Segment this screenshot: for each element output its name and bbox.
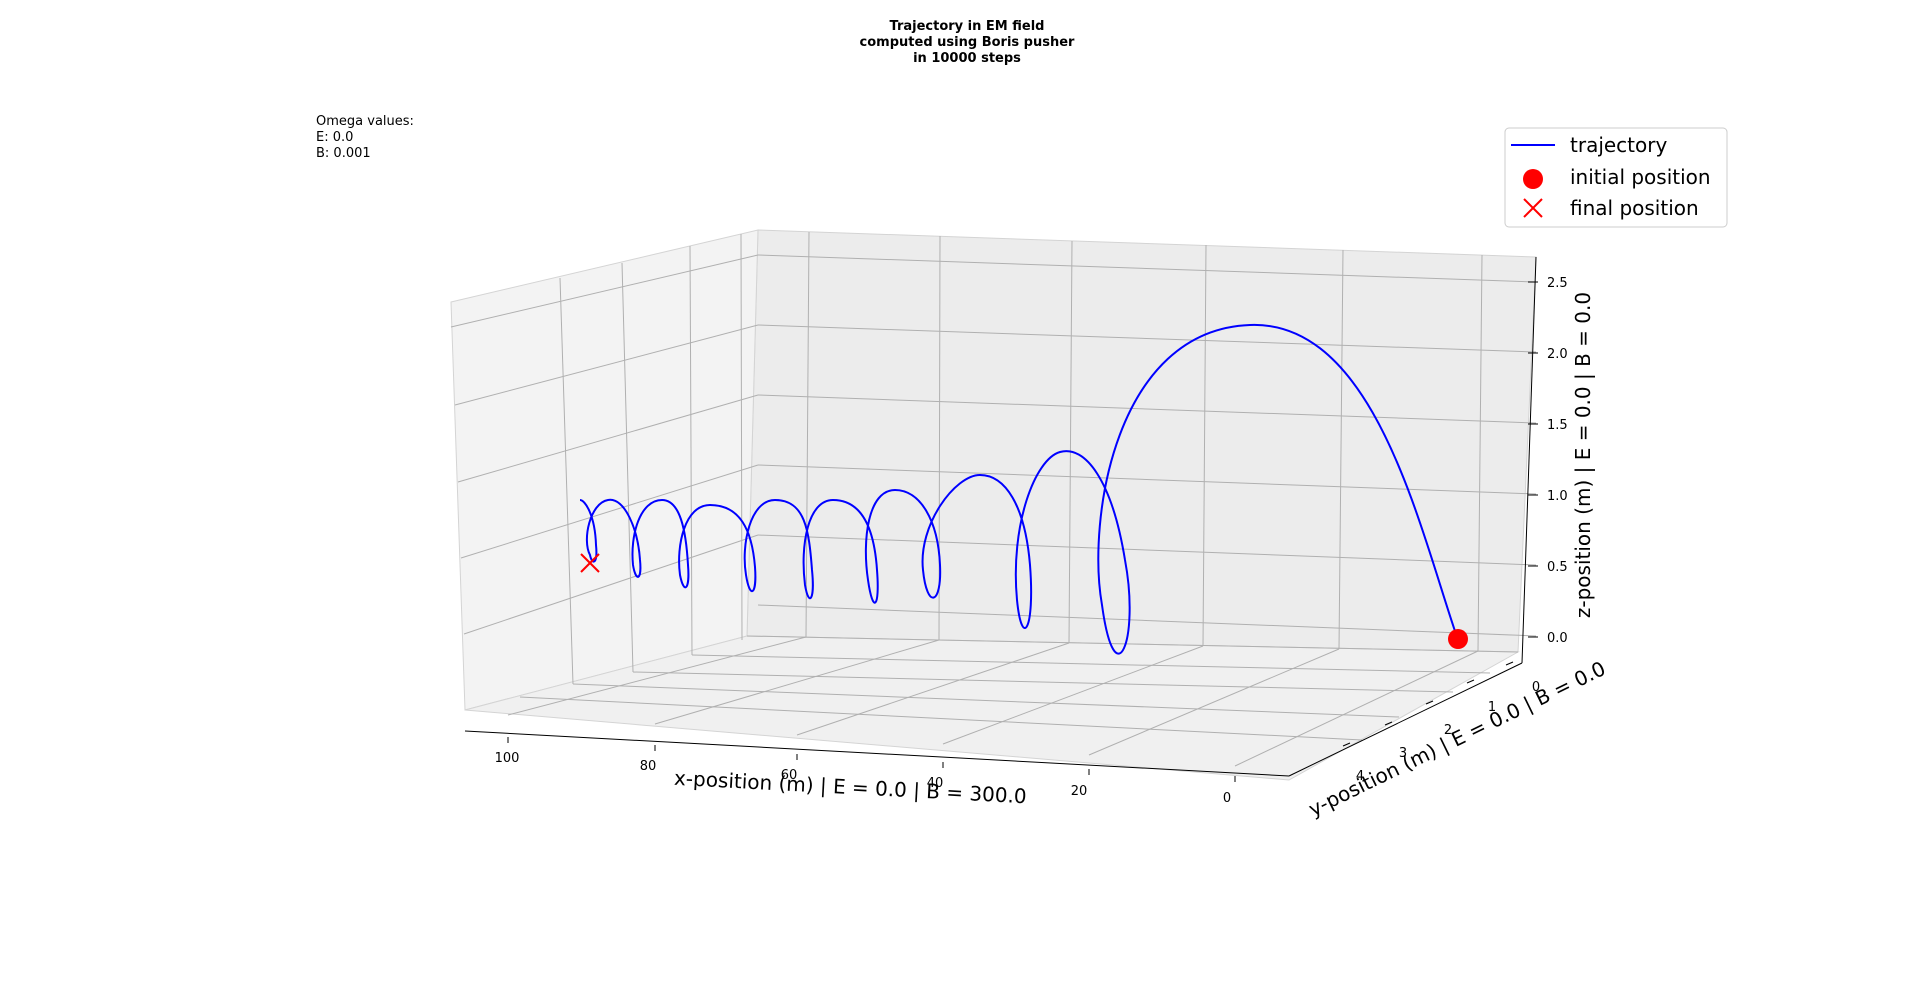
z-axis-label: z-position (m) | E = 0.0 | B = 0.0 xyxy=(1571,292,1595,618)
y-ticks xyxy=(1342,661,1514,747)
y-tick-label: 0 xyxy=(1532,680,1540,695)
final-position-marker xyxy=(580,553,600,573)
legend-box xyxy=(1504,127,1728,228)
initial-position-marker xyxy=(1448,629,1468,649)
y-tick-label: 2 xyxy=(1444,723,1452,738)
y-axis-line xyxy=(1288,662,1523,777)
omega-annotation-line-3: B: 0.001 xyxy=(316,146,371,161)
chart-title-line-3: in 10000 steps xyxy=(913,51,1021,66)
legend-final-position-label: final position xyxy=(1570,196,1699,220)
grid-back-x xyxy=(805,231,1483,652)
x-tick-label: 100 xyxy=(495,751,520,766)
chart-title-line-2: computed using Boris pusher xyxy=(860,35,1075,50)
left-pane xyxy=(450,229,759,711)
x-tick-label: 40 xyxy=(927,776,944,791)
z-tick-label: 1.5 xyxy=(1547,418,1568,433)
back-pane xyxy=(746,229,1537,653)
x-tick-label: 0 xyxy=(1223,791,1231,806)
x-tick-label: 60 xyxy=(781,768,798,783)
omega-annotation-line-2: E: 0.0 xyxy=(316,130,353,145)
grid-left xyxy=(450,233,759,685)
legend-final-position-swatch xyxy=(1523,198,1543,218)
y-tick-label: 4 xyxy=(1356,769,1364,784)
legend: trajectory initial position final positi… xyxy=(1504,127,1728,228)
legend-trajectory-label: trajectory xyxy=(1570,133,1667,157)
x-tick-label: 20 xyxy=(1071,784,1088,799)
grid-back-z xyxy=(757,254,1537,637)
legend-initial-position-swatch xyxy=(1523,169,1543,189)
z-tick-label: 1.0 xyxy=(1547,489,1568,504)
z-axis-line xyxy=(1521,256,1537,664)
grid-floor xyxy=(507,635,1519,767)
x-tick-label: 80 xyxy=(640,759,657,774)
z-tick-label: 0.0 xyxy=(1547,631,1568,646)
z-ticks xyxy=(1528,281,1538,638)
legend-initial-position-label: initial position xyxy=(1570,165,1711,189)
x-ticks xyxy=(507,737,1236,782)
chart-title-line-1: Trajectory in EM field xyxy=(890,19,1045,34)
y-tick-label: 1 xyxy=(1488,700,1496,715)
x-axis-line xyxy=(464,730,1290,777)
omega-annotation-line-1: Omega values: xyxy=(316,114,414,129)
y-tick-label: 3 xyxy=(1399,746,1407,761)
z-tick-label: 0.5 xyxy=(1547,560,1568,575)
z-tick-label: 2.5 xyxy=(1547,276,1568,291)
trajectory-line xyxy=(579,323,1458,655)
z-tick-label: 2.0 xyxy=(1547,347,1568,362)
